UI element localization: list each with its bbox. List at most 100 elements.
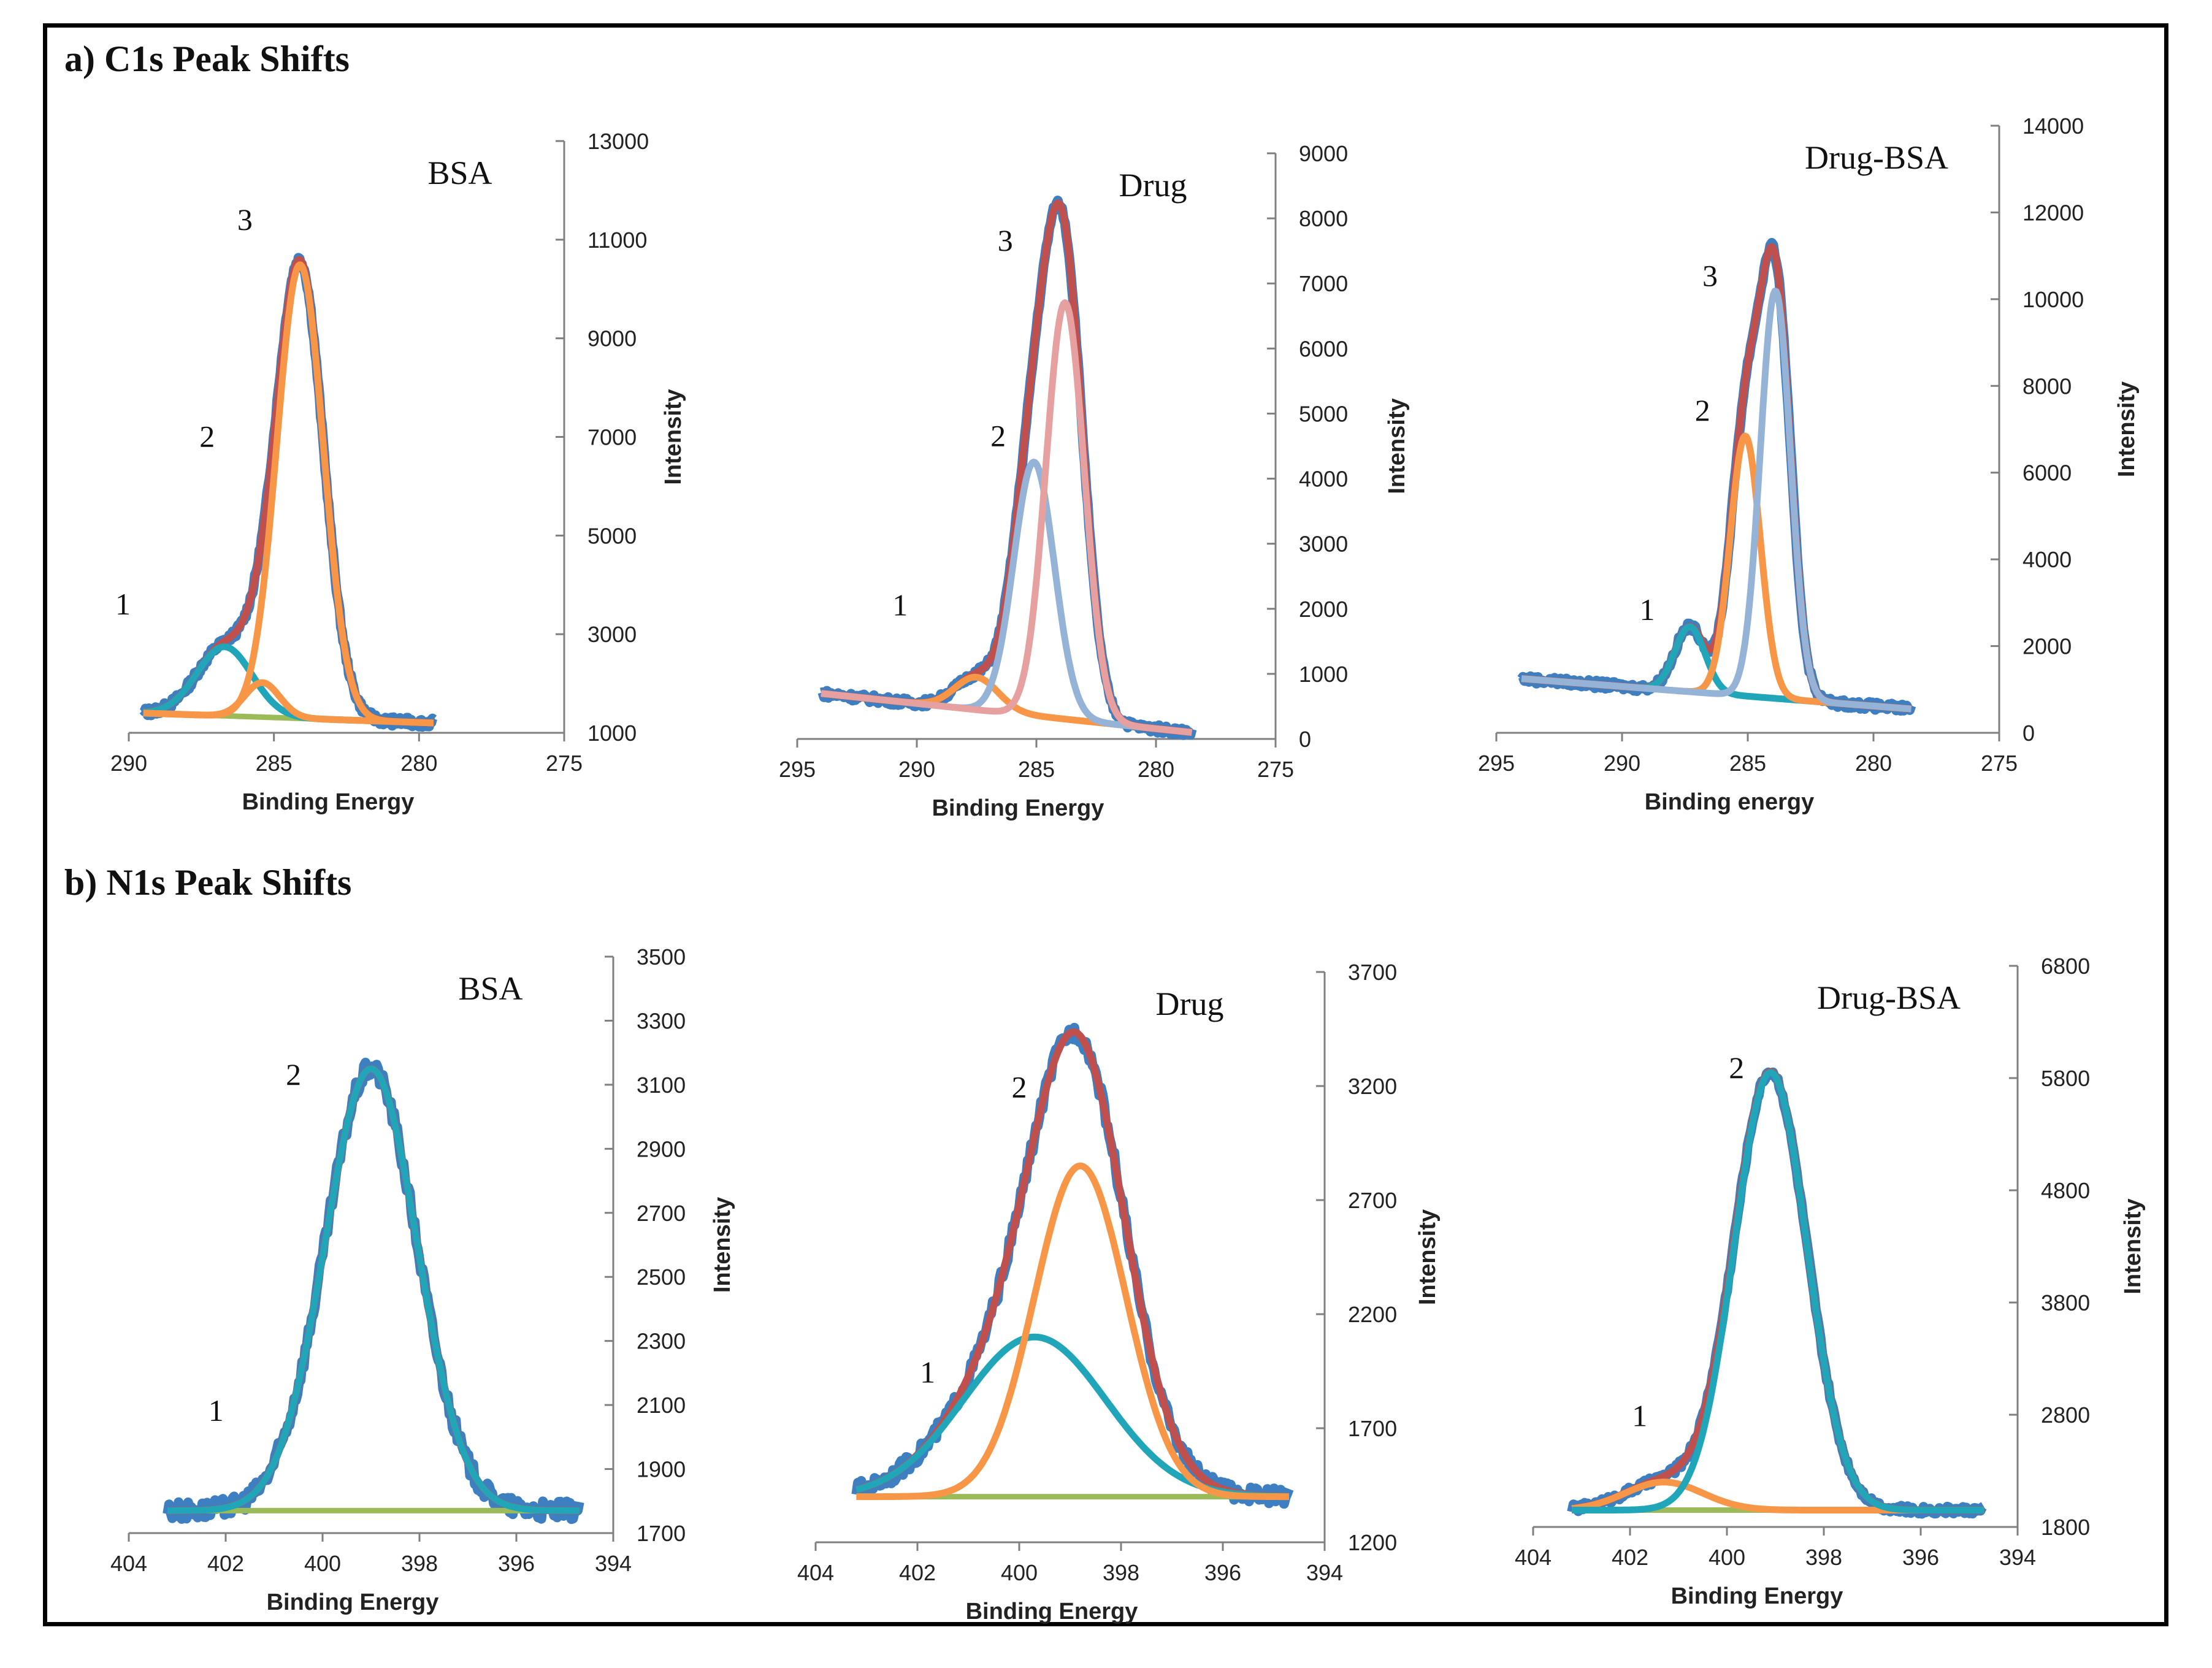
- peak-label: 1: [892, 587, 908, 622]
- y-tick-label: 8000: [1299, 206, 1348, 231]
- y-tick-label: 4000: [2023, 547, 2072, 572]
- x-axis-label: Binding Energy: [966, 1599, 1138, 1624]
- series-peak-2: [1570, 1069, 1986, 1513]
- x-tick-label: 290: [1604, 751, 1640, 776]
- y-tick-label: 5000: [1299, 401, 1348, 426]
- y-tick-label: 3500: [637, 944, 686, 970]
- y-tick-label: 3800: [2041, 1290, 2090, 1315]
- peak-label: 2: [1729, 1050, 1744, 1085]
- x-tick-label: 398: [1805, 1545, 1842, 1570]
- x-tick-label: 275: [1257, 757, 1294, 782]
- y-tick-label: 2500: [637, 1264, 686, 1290]
- series-envelope-fit: [1569, 1068, 1986, 1514]
- y-axis-label: Intensity: [660, 389, 686, 484]
- peak-label: 1: [1640, 592, 1655, 627]
- x-tick-label: 290: [110, 751, 147, 776]
- x-tick-label: 396: [1902, 1545, 1939, 1570]
- y-tick-label: 0: [2023, 721, 2035, 746]
- chart-panel-n1s-drug: 404 402 400 398 396 394 1200 1700 2200 2700 3200 37…: [797, 901, 1502, 1668]
- peak-label: 1: [920, 1355, 935, 1390]
- chart-title: Drug-BSA: [1805, 139, 1948, 176]
- y-tick-label: 7000: [587, 425, 637, 450]
- series-envelope-fit: [165, 1065, 582, 1515]
- x-tick-label: 285: [1018, 757, 1055, 782]
- peak-label: 1: [115, 587, 131, 621]
- x-tick-label: 404: [1515, 1545, 1552, 1570]
- x-tick-label: 394: [595, 1551, 632, 1576]
- series-envelope-fit: [819, 199, 1195, 736]
- y-tick-label: 2000: [1299, 597, 1348, 622]
- x-axis-label: Binding Energy: [932, 795, 1104, 821]
- x-tick-label: 275: [546, 751, 583, 776]
- y-tick-label: 1800: [2041, 1515, 2090, 1540]
- x-tick-label: 396: [1204, 1560, 1241, 1585]
- y-tick-label: 4000: [1299, 467, 1348, 492]
- x-tick-label: 398: [1103, 1560, 1139, 1585]
- x-tick-label: 275: [1981, 751, 2018, 776]
- x-axis-label: Binding energy: [1645, 789, 1815, 815]
- y-tick-label: 14000: [2023, 113, 2084, 139]
- y-tick-label: 4800: [2041, 1178, 2090, 1203]
- y-tick-label: 6000: [2023, 461, 2072, 486]
- series-peak-3: [1519, 288, 1913, 713]
- x-tick-label: 402: [899, 1560, 936, 1585]
- chart-panel-n1s-drug-bsa: 404 402 400 398 396 394 1800 2800 3800 4800 5800 68…: [1515, 901, 2212, 1668]
- y-axis-label: Intensity: [710, 1197, 735, 1293]
- y-tick-label: 1700: [1348, 1416, 1397, 1441]
- x-tick-label: 400: [1709, 1545, 1745, 1570]
- x-tick-label: 400: [1001, 1560, 1038, 1585]
- y-tick-label: 5800: [2041, 1066, 2090, 1091]
- y-tick-label: 7000: [1299, 271, 1348, 296]
- chart-title: Drug: [1119, 167, 1187, 204]
- y-tick-label: 1000: [587, 721, 637, 746]
- y-tick-label: 1700: [637, 1521, 686, 1546]
- x-tick-label: 404: [110, 1551, 147, 1576]
- x-tick-label: 290: [898, 757, 935, 782]
- section-b-title: b) N1s Peak Shifts: [64, 862, 352, 903]
- y-tick-label: 1000: [1299, 662, 1348, 687]
- y-axis-label: Intensity: [1384, 398, 1410, 494]
- chart-title: BSA: [427, 155, 492, 191]
- y-tick-label: 2700: [1348, 1188, 1397, 1213]
- y-tick-label: 3000: [587, 622, 637, 647]
- x-tick-label: 400: [304, 1551, 341, 1576]
- y-tick-label: 9000: [587, 326, 637, 351]
- x-tick-label: 404: [797, 1560, 834, 1585]
- y-tick-label: 3300: [637, 1008, 686, 1033]
- y-tick-label: 2800: [2041, 1402, 2090, 1428]
- y-tick-label: 9000: [1299, 141, 1348, 166]
- y-tick-label: 2100: [637, 1393, 686, 1418]
- series-envelope-fit: [854, 1028, 1292, 1501]
- series-peak-3: [819, 299, 1194, 736]
- y-tick-label: 11000: [587, 228, 647, 253]
- series-peak-2: [854, 1162, 1291, 1501]
- chart-title: BSA: [458, 970, 522, 1007]
- x-axis-label: Binding Energy: [242, 789, 415, 815]
- series-raw-data: [851, 1022, 1294, 1509]
- x-tick-label: 280: [1138, 757, 1174, 782]
- x-tick-label: 402: [1612, 1545, 1648, 1570]
- chart-title: Drug: [1156, 985, 1224, 1022]
- y-axis-label: Intensity: [2120, 1198, 2146, 1294]
- y-tick-label: 13000: [587, 129, 649, 154]
- y-tick-label: 8000: [2023, 373, 2072, 399]
- peak-label: 2: [990, 419, 1006, 453]
- series-raw-data: [163, 1057, 584, 1525]
- x-tick-label: 394: [1999, 1545, 2036, 1570]
- x-tick-label: 396: [498, 1551, 535, 1576]
- y-tick-label: 2300: [637, 1329, 686, 1354]
- x-axis-label: Binding Energy: [267, 1590, 439, 1615]
- y-tick-label: 3100: [637, 1073, 686, 1098]
- x-axis-label: Binding Energy: [1671, 1583, 1843, 1609]
- peak-label: 3: [998, 223, 1013, 258]
- series-peak-2: [1519, 432, 1913, 713]
- chart-panel-c1s-drug: 295 290 285 280 275 0 1000 2000 3000 4000 5000 6000…: [760, 98, 1466, 865]
- x-tick-label: 394: [1306, 1560, 1343, 1585]
- peak-label: 2: [1012, 1070, 1027, 1104]
- peak-label: 2: [1695, 393, 1710, 427]
- chart-panel-c1s-bsa: 290 285 280 275 1000 3000 5000 7000 9000 11000 130…: [92, 98, 797, 865]
